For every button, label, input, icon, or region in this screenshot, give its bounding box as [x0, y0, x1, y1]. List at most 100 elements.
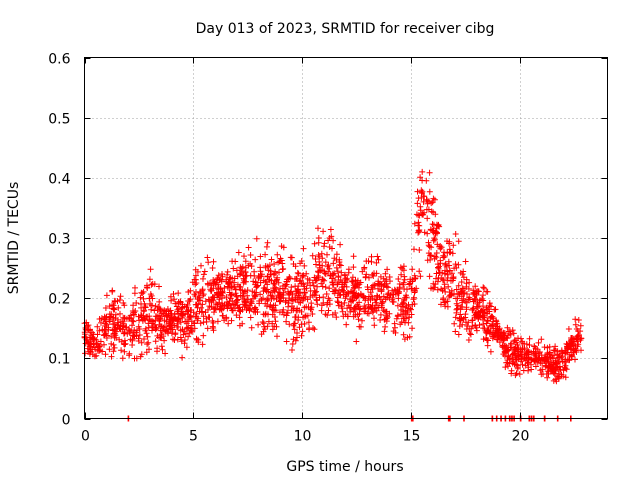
data-point — [573, 326, 580, 332]
data-point — [355, 284, 362, 291]
data-point — [350, 253, 357, 260]
data-point — [250, 295, 256, 302]
data-point — [233, 286, 239, 293]
data-point — [525, 351, 532, 358]
data-point — [369, 271, 376, 278]
data-point — [195, 300, 202, 307]
data-point — [314, 301, 321, 308]
data-point — [255, 321, 262, 328]
data-point — [209, 265, 216, 271]
data-point — [420, 198, 427, 205]
data-point — [317, 267, 324, 274]
data-point — [493, 317, 500, 324]
data-point — [272, 318, 279, 325]
data-point — [205, 314, 212, 321]
data-point — [572, 321, 579, 328]
data-point — [297, 299, 304, 306]
data-point — [291, 320, 297, 327]
data-point — [301, 286, 308, 292]
data-point — [223, 315, 230, 322]
data-point — [415, 227, 422, 234]
data-point — [359, 292, 366, 299]
data-point — [459, 297, 465, 304]
data-point — [154, 345, 161, 352]
data-point — [265, 318, 272, 325]
data-point — [444, 250, 451, 256]
data-point — [334, 298, 341, 305]
data-point — [106, 346, 113, 353]
data-point — [242, 258, 249, 265]
data-point — [368, 258, 375, 265]
data-point — [175, 290, 182, 297]
data-point — [102, 351, 109, 358]
x-tick-label: 20 — [512, 429, 530, 445]
data-point — [552, 376, 559, 383]
data-point — [261, 284, 268, 291]
data-point — [153, 325, 160, 332]
data-point — [188, 307, 195, 313]
data-point — [526, 342, 533, 348]
data-point — [513, 337, 519, 344]
data-point — [433, 225, 440, 232]
data-point — [417, 174, 424, 181]
data-point — [445, 271, 451, 278]
data-point — [118, 347, 125, 354]
data-point — [386, 295, 393, 301]
data-point — [467, 331, 474, 338]
data-point — [500, 333, 507, 340]
data-point — [263, 303, 270, 310]
data-point — [313, 261, 319, 268]
data-point — [347, 288, 354, 295]
data-point — [137, 294, 144, 301]
data-point — [514, 341, 521, 348]
data-point — [312, 256, 319, 262]
data-point — [401, 286, 408, 292]
data-point — [267, 271, 274, 278]
data-point — [555, 354, 562, 361]
data-point — [499, 342, 506, 349]
data-point — [108, 333, 115, 340]
data-point — [361, 308, 368, 315]
data-point — [99, 348, 106, 355]
data-point — [554, 354, 561, 361]
data-point — [310, 282, 317, 289]
data-point — [228, 292, 234, 299]
data-point — [374, 253, 381, 260]
data-point — [219, 271, 225, 277]
data-point — [311, 287, 318, 294]
data-point — [341, 299, 348, 306]
data-point — [197, 288, 204, 295]
data-point — [187, 313, 194, 320]
data-point — [276, 269, 282, 276]
data-point — [557, 366, 564, 373]
data-point — [204, 254, 211, 261]
x-axis-label: GPS time / hours — [286, 459, 403, 475]
data-point — [392, 329, 399, 336]
data-point — [159, 346, 166, 353]
data-point — [318, 280, 325, 287]
data-point — [441, 249, 447, 256]
data-point — [518, 335, 524, 342]
data-point — [491, 331, 498, 338]
data-point — [366, 274, 372, 281]
data-point — [183, 320, 190, 327]
data-point — [381, 328, 388, 335]
data-point — [267, 292, 274, 299]
data-point — [480, 312, 487, 319]
data-point — [280, 311, 287, 318]
data-point — [156, 298, 163, 305]
data-point — [341, 272, 348, 279]
data-point — [196, 297, 203, 304]
data-point — [418, 189, 425, 196]
data-point — [319, 276, 326, 283]
data-point — [229, 307, 235, 314]
data-point — [383, 283, 390, 290]
data-point — [437, 245, 444, 252]
data-point — [309, 311, 316, 317]
data-point — [199, 286, 206, 293]
data-point — [103, 335, 110, 341]
data-point — [91, 353, 98, 360]
data-point — [321, 243, 327, 250]
data-point — [369, 286, 376, 293]
data-point — [115, 304, 122, 311]
